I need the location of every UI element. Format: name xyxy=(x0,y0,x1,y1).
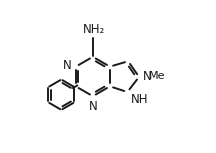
Text: Me: Me xyxy=(149,71,165,81)
Text: NH₂: NH₂ xyxy=(83,22,105,35)
Text: N: N xyxy=(143,70,152,83)
Text: N: N xyxy=(89,100,97,113)
Text: NH: NH xyxy=(131,93,148,106)
Text: N: N xyxy=(63,59,72,72)
